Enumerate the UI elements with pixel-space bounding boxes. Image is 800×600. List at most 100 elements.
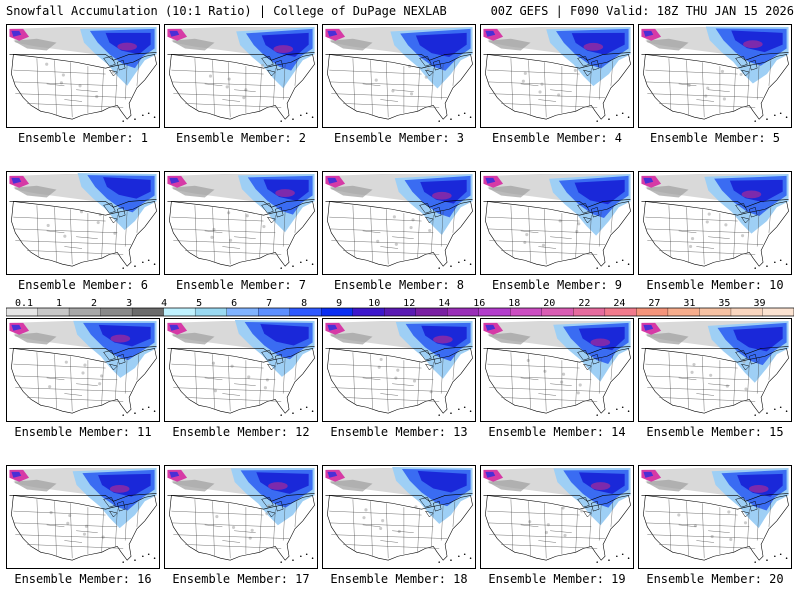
island (785, 557, 788, 559)
snow-max-core (583, 42, 604, 51)
trace-snow-speck (424, 75, 428, 79)
trace-snow-speck (396, 368, 400, 372)
state-boundary (329, 510, 422, 516)
state-boundary (528, 501, 531, 557)
island (469, 263, 472, 265)
snow-max-core (748, 484, 769, 493)
ensemble-panel: Ensemble Member: 10 (638, 171, 792, 292)
state-boundary (768, 60, 772, 86)
state-boundary (294, 60, 298, 86)
trace-snow-speck (48, 385, 52, 389)
island (147, 259, 150, 262)
state-boundary (686, 60, 689, 116)
legend-tick-label: 5 (196, 298, 202, 309)
island (153, 410, 156, 412)
island (458, 261, 460, 264)
state-boundary (386, 356, 389, 412)
state-boundary (747, 362, 750, 400)
state-boundary (259, 68, 262, 112)
island (153, 116, 156, 118)
legend-color-swatch (384, 307, 417, 317)
ensemble-panel: Ensemble Member: 16 (6, 465, 160, 586)
legend-tick-label: 22 (578, 298, 590, 309)
state-boundary (194, 352, 198, 404)
legend-color-swatch (37, 307, 70, 317)
state-boundary (173, 534, 290, 539)
us-boundary (11, 201, 157, 267)
trace-snow-speck (212, 227, 216, 232)
state-boundary (343, 103, 440, 108)
state-boundary (185, 103, 282, 108)
trace-snow-speck (61, 73, 65, 77)
state-boundary (76, 236, 98, 239)
trace-snow-speck (59, 81, 63, 85)
state-boundary (528, 60, 531, 116)
ensemble-panel: Ensemble Member: 5 (638, 24, 792, 145)
island (292, 118, 294, 120)
island (134, 412, 136, 414)
snow-max-core (273, 45, 294, 54)
state-boundary (589, 68, 592, 106)
trace-snow-speck (562, 372, 566, 376)
us-boundary (169, 348, 315, 414)
ensemble-member-label: Ensemble Member: 1 (17, 131, 149, 145)
state-boundary (441, 505, 444, 541)
state-boundary (46, 524, 65, 527)
legend-color-swatch (163, 307, 196, 317)
island (450, 265, 452, 267)
legend-tick-label: 6 (231, 298, 237, 309)
island (608, 559, 610, 561)
state-boundary (115, 215, 118, 253)
trace-snow-speck (523, 71, 527, 75)
island (627, 263, 630, 265)
ensemble-member-label: Ensemble Member: 6 (17, 278, 149, 292)
state-boundary (352, 352, 356, 404)
state-boundary (686, 501, 689, 557)
state-boundary (76, 89, 98, 92)
snow-heavy-northwest (327, 177, 338, 184)
trace-snow-area (171, 479, 215, 492)
legend-color-swatch (699, 307, 732, 317)
state-boundary (171, 216, 264, 222)
island (438, 267, 440, 269)
trace-snow-speck (528, 520, 532, 524)
snow-max-core (275, 189, 295, 197)
ensemble-panel: Ensemble Member: 2 (164, 24, 318, 145)
island (311, 263, 314, 265)
state-boundary (678, 377, 697, 380)
island (627, 410, 630, 412)
state-boundary (686, 354, 689, 410)
island (122, 561, 124, 563)
snow-heavy-northwest (169, 471, 180, 478)
trace-snow-speck (720, 69, 725, 74)
state-boundary (575, 362, 578, 406)
state-boundary (501, 250, 598, 255)
us-boundary (11, 495, 157, 561)
trace-snow-speck (561, 506, 565, 510)
ensemble-panel: Ensemble Member: 13 (322, 318, 476, 439)
state-boundary (678, 230, 697, 233)
state-boundary (702, 209, 705, 265)
island (458, 114, 460, 117)
legend-tick-label: 8 (301, 298, 307, 309)
state-boundary (501, 544, 598, 549)
island (458, 408, 460, 411)
island (147, 112, 150, 115)
legend-color-swatch (447, 307, 480, 317)
state-boundary (54, 501, 57, 557)
state-boundary (686, 207, 689, 263)
trace-snow-area (645, 332, 689, 345)
trace-snow-speck (692, 362, 696, 367)
snow-heavy-northwest (485, 324, 496, 331)
trace-snow-speck (525, 233, 529, 237)
us-boundary (643, 201, 789, 267)
state-boundary (757, 64, 760, 100)
state-boundary (283, 64, 286, 100)
state-boundary (329, 69, 422, 75)
ensemble-panel: Ensemble Member: 12 (164, 318, 318, 439)
state-boundary (452, 501, 456, 527)
state-boundary (115, 362, 118, 400)
trace-snow-speck (743, 521, 748, 525)
state-boundary (125, 505, 128, 541)
trace-snow-speck (113, 231, 117, 235)
